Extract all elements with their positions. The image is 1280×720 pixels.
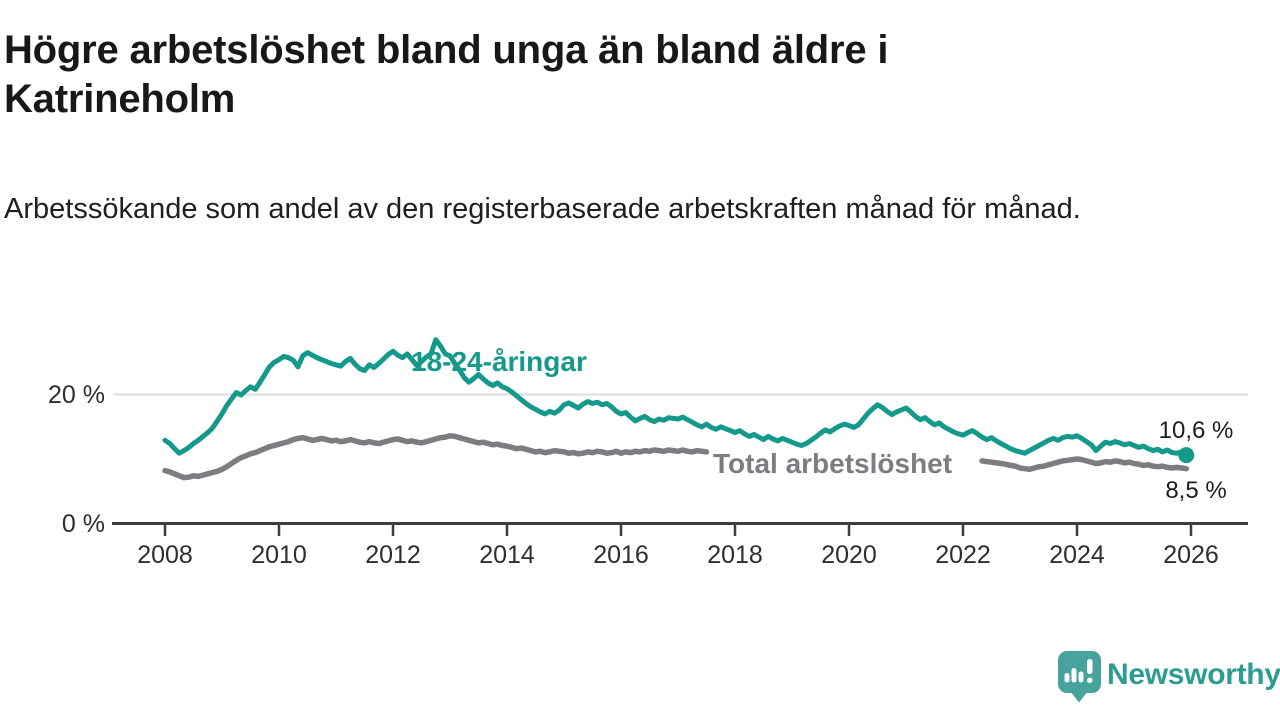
- chart-labels-layer: 20 % 0 % 18-24-åringar Total arbetslöshe…: [48, 346, 1233, 538]
- x-axis-tick-label: 2024: [1049, 541, 1105, 569]
- series-label-total: Total arbetslöshet: [713, 448, 952, 479]
- x-axis-tick-label: 2020: [821, 541, 877, 569]
- x-axis-tick-label: 2018: [707, 541, 763, 569]
- series-line-1: [162, 433, 1190, 481]
- x-axis-tick-label: 2012: [365, 541, 421, 569]
- x-axis-tick-label: 2026: [1163, 541, 1219, 569]
- y-axis-label-20: 20 %: [48, 381, 105, 409]
- end-value-label-total: 8,5 %: [1165, 477, 1226, 504]
- latest-value-dot: [1178, 447, 1195, 464]
- x-axis-tick-label: 2014: [479, 541, 535, 569]
- x-axis-ticks-layer: 2008 2010 2012 2014 2016 2018 2020 2022 2024 2026: [137, 525, 1219, 569]
- end-value-label-young: 10,6 %: [1159, 417, 1234, 444]
- y-axis-label-0: 0 %: [62, 510, 105, 538]
- chart-title: Högre arbetslöshet bland unga än bland ä…: [4, 28, 889, 121]
- x-axis-tick-label: 2022: [935, 541, 991, 569]
- series-label-young: 18-24-åringar: [411, 346, 587, 377]
- series-lines-layer: [162, 337, 1195, 481]
- x-axis-tick-label: 2008: [137, 541, 193, 569]
- x-axis-tick-label: 2016: [593, 541, 649, 569]
- series-line-0: [162, 337, 1189, 458]
- chart-subtitle: Arbetssökande som andel av den registerb…: [4, 193, 1081, 225]
- x-axis-tick-label: 2010: [251, 541, 307, 569]
